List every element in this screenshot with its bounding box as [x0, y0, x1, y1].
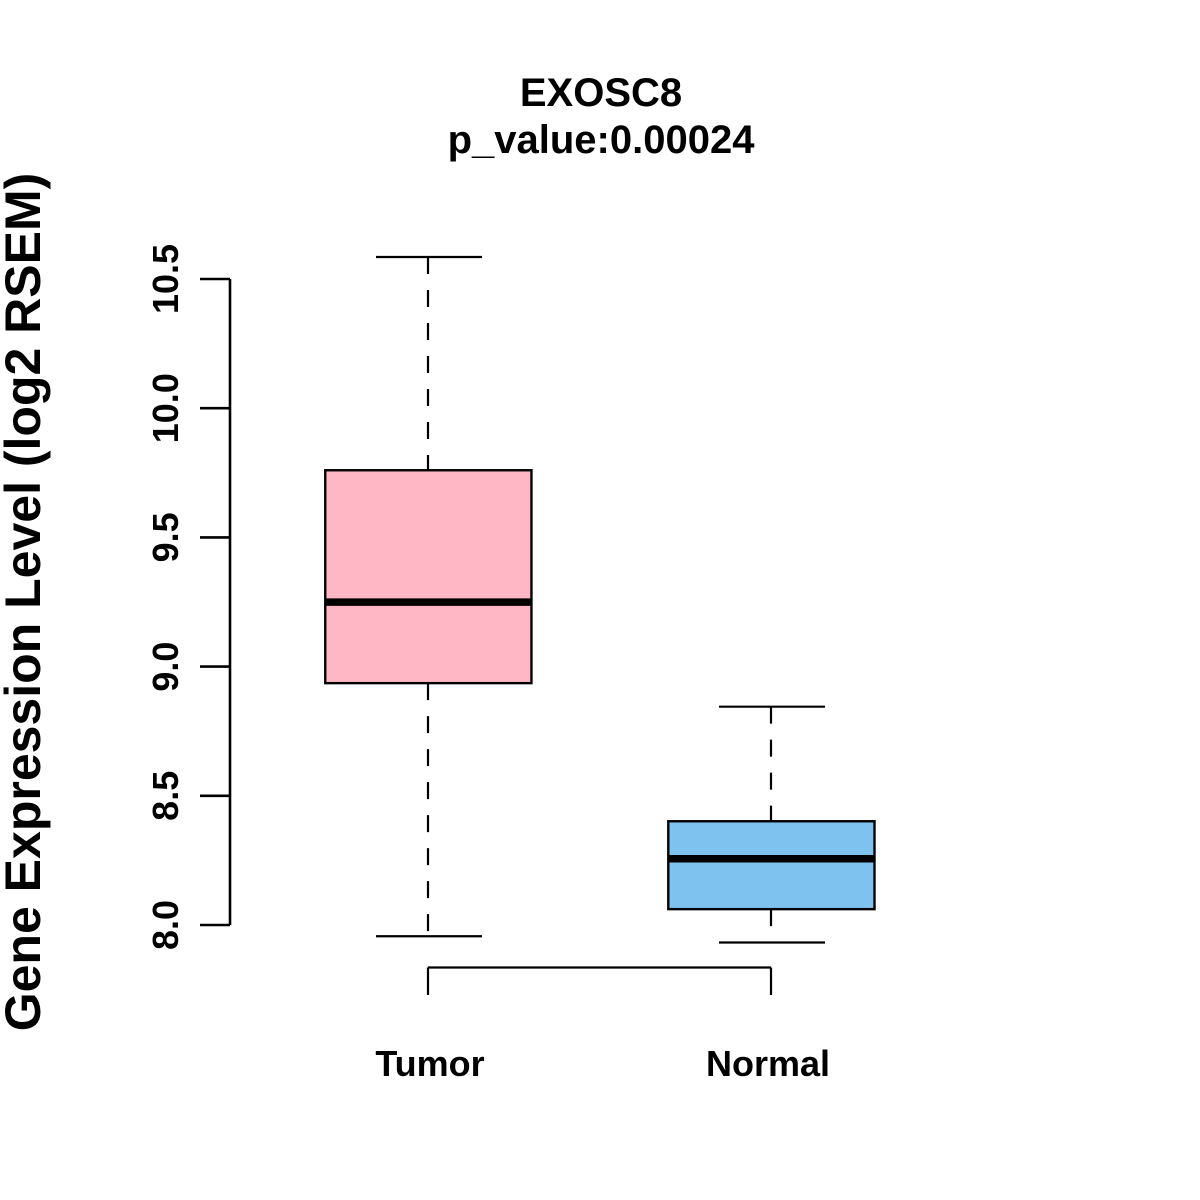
svg-text:10.0: 10.0 — [145, 373, 186, 443]
svg-text:9.0: 9.0 — [145, 642, 186, 692]
svg-text:EXOSC8: EXOSC8 — [520, 71, 682, 115]
svg-text:8.5: 8.5 — [145, 771, 186, 821]
svg-text:9.5: 9.5 — [145, 512, 186, 562]
svg-text:10.5: 10.5 — [145, 244, 186, 314]
svg-text:8.0: 8.0 — [145, 900, 186, 950]
svg-text:p_value:0.00024: p_value:0.00024 — [448, 118, 756, 162]
svg-text:Normal: Normal — [706, 1043, 830, 1084]
svg-text:Tumor: Tumor — [375, 1043, 484, 1084]
svg-text:Gene Expression Level (log2 RS: Gene Expression Level (log2 RSEM) — [0, 173, 51, 1032]
